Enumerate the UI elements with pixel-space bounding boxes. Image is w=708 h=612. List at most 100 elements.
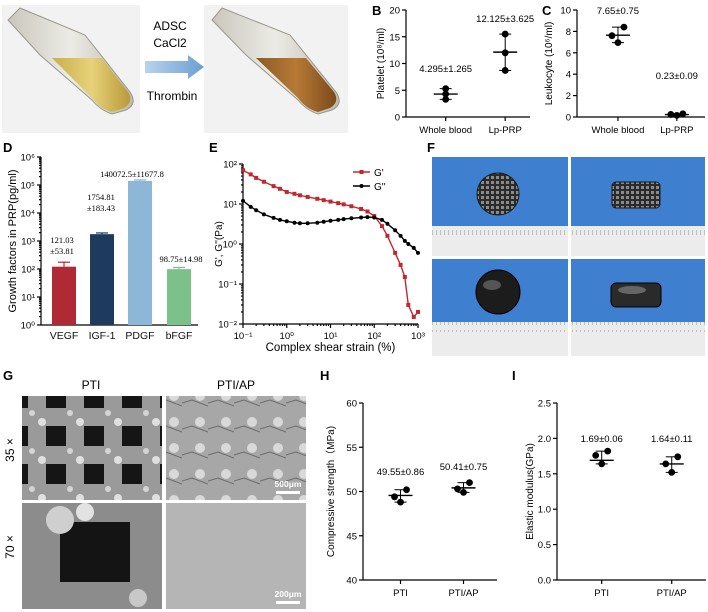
y-tick-label: 10⁻² [218,320,237,331]
data-point [254,175,259,180]
x-tick-label: 10³ [411,331,425,342]
series-line-g-prime [242,169,419,319]
y-tick-label: 0.5 [538,540,551,551]
data-point [620,23,628,31]
y-tick-label: 10⁴ [20,209,35,220]
data-point [501,30,509,38]
y-tick-label: 0 [566,113,571,124]
panel-label-i: I [512,368,516,383]
bar-bfgf [167,269,191,325]
data-point [271,215,276,220]
treatment-adsc: ADSC [153,19,187,33]
panel-label-f: F [427,140,435,155]
y-tick-label: 10² [21,265,35,276]
panel-f: F [427,140,705,356]
bar-igf-1 [90,234,114,325]
data-point [365,209,370,214]
x-tick-label: PTI/AP [657,588,687,599]
data-point [328,199,333,204]
data-point [679,110,687,118]
data-point [315,196,320,201]
data-point [668,468,676,476]
data-point [328,218,333,223]
data-point [305,194,310,199]
data-point [398,233,403,238]
y-tick-label: 2.0 [538,434,551,445]
y-tick-label: 8 [566,27,571,38]
data-point [385,233,390,238]
sem-image-pti-ap-35x [166,396,306,500]
y-tick-label: 10 [560,6,571,17]
data-point [297,221,302,226]
data-point [393,228,398,233]
y-axis-title: Leukocyte (10⁶/ml) [544,22,555,106]
value-annotation: 1.64±0.11 [651,434,693,445]
data-point [403,486,410,494]
y-tick-label: 40 [346,576,357,587]
data-point [284,219,289,224]
y-axis-title: Platelet (10⁸/ml) [376,28,387,99]
legend-label: G'' [374,182,386,193]
data-point [372,215,377,220]
x-tick-label: Whole blood [419,125,472,136]
data-point [341,202,346,207]
x-tick-label: Lp-PRP [489,125,522,136]
y-tick-label: 10¹ [21,293,35,304]
x-tick-label: 10² [367,331,381,342]
data-point [501,67,509,74]
y-tick-label: 2.5 [538,399,551,410]
data-point [442,95,450,103]
scalebar-500: 500μm [275,479,302,494]
data-point [391,493,398,501]
data-point [442,85,450,93]
data-point [336,217,341,222]
data-point [248,172,253,177]
panel-label-c: C [542,3,552,18]
y-tick-label: 45 [346,531,357,542]
y-tick-label: 10 [389,59,400,70]
x-axis-title: Complex shear strain (%) [266,342,396,354]
data-point [397,498,404,506]
value-annotation: 1.69±0.06 [581,434,623,445]
value-annotation: 140072.5±11677.8 [100,169,164,179]
data-point [241,198,245,203]
data-point [261,179,266,184]
x-tick-label: PTI/AP [448,588,478,599]
data-point [662,460,670,468]
data-point [604,447,612,455]
scalebar-500-label: 500μm [275,479,302,489]
sem-image-pti-ap-70x [166,503,306,609]
data-point [284,189,289,194]
panel-label-e: E [209,140,218,155]
data-point [336,201,341,206]
y-tick-label: 10⁶ [21,153,36,164]
data-point [385,221,390,226]
value-annotation: ±53.81 [50,246,74,256]
compressive-strength-chart: 40 45 50 55 60 PTI 49.55±0.86 PTI/AP 50.41±0.75 C… [325,399,497,599]
data-point [460,488,467,496]
scaffold-photo-bottom-right [571,259,705,356]
panel-h: H 40 45 50 55 60 PTI 49.55±0.86 PTI/AP 50.41±0.7… [320,368,497,599]
data-point [454,485,461,493]
data-point [402,274,407,279]
data-point [442,90,450,98]
leukocyte-chart: 0 2 4 6 8 10 Whole blood 7.65±0.75 Lp-PRP 0.23±0.… [544,6,705,136]
sem-row-70x: 70 × [3,535,17,559]
y-tick-label: 10² [223,160,237,171]
data-point [416,309,420,314]
bar-vegf [52,266,76,325]
x-tick-label: 10⁰ [280,331,295,342]
data-point [248,204,253,209]
data-point [254,208,259,213]
x-tick-label: Lp-PRP [660,125,693,136]
x-tick-label: PDGF [125,330,154,342]
data-point [608,32,616,40]
data-point [241,168,245,173]
x-tick-label: 10⁻¹ [234,331,253,342]
data-point [321,219,326,224]
y-tick-label: 6 [566,48,571,59]
elastic-modulus-chart: 0.0 0.5 1.0 1.5 2.0 2.5 PTI 1.69±0.06 PTI/AP 1.64… [525,399,706,599]
data-point [292,191,297,196]
